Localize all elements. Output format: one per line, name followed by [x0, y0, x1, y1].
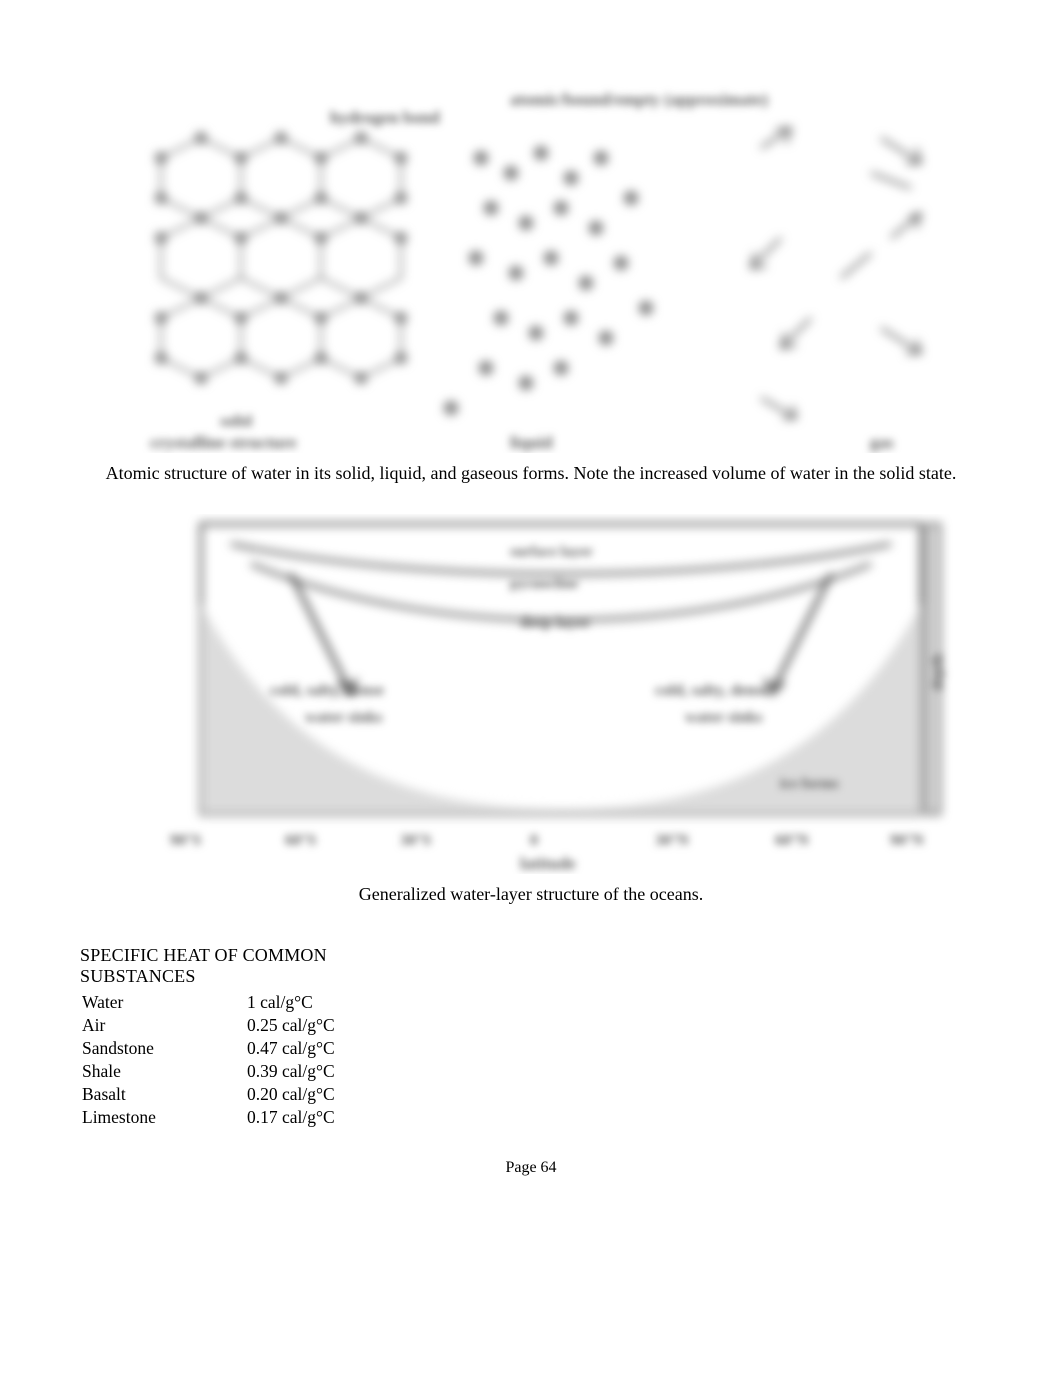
- fig2-xtick-5: 60°N: [775, 832, 809, 850]
- fig2-label-surface: surface layer: [510, 544, 593, 561]
- fig2-label-left1: cold, salty, dense: [270, 682, 384, 700]
- table-title: SPECIFIC HEAT OF COMMON SUBSTANCES: [80, 945, 420, 987]
- table-cell-substance: Water: [80, 991, 245, 1014]
- fig1-label-top-right: atomic/bound/empty (approximate): [510, 90, 768, 110]
- figure-2-caption: Generalized water-layer structure of the…: [80, 884, 982, 905]
- table-cell-value: 1 cal/g°C: [245, 991, 420, 1014]
- figure-2-image: surface layer pycnocline deep layer cold…: [110, 514, 1012, 874]
- table-cell-value: 0.17 cal/g°C: [245, 1106, 420, 1129]
- figure-2-svg: [110, 514, 1012, 874]
- fig2-xtick-2: 30°S: [400, 832, 431, 850]
- table-row: Air 0.25 cal/g°C: [80, 1014, 420, 1037]
- fig2-label-left2: water sinks: [305, 709, 383, 727]
- table-row: Sandstone 0.47 cal/g°C: [80, 1037, 420, 1060]
- fig2-xtick-1: 60°S: [285, 832, 316, 850]
- figure-1-image: atomic/bound/empty (approximate) hydroge…: [80, 78, 982, 453]
- table-row: Limestone 0.17 cal/g°C: [80, 1106, 420, 1129]
- fig2-label-pycno: pycnocline: [510, 576, 578, 593]
- fig2-xaxis-label: latitude: [520, 854, 576, 874]
- page-number: Page 64: [0, 1159, 1062, 1177]
- fig2-xtick-6: 90°N: [890, 832, 924, 850]
- table-row: Basalt 0.20 cal/g°C: [80, 1083, 420, 1106]
- table-cell-value: 0.25 cal/g°C: [245, 1014, 420, 1037]
- fig1-label-solid: solid: [220, 413, 252, 431]
- fig2-label-right2: water sinks: [685, 709, 763, 727]
- fig1-label-gas: gas: [870, 433, 894, 453]
- table-cell-substance: Sandstone: [80, 1037, 245, 1060]
- page-content: atomic/bound/empty (approximate) hydroge…: [0, 0, 1062, 1169]
- table-cell-value: 0.39 cal/g°C: [245, 1060, 420, 1083]
- table-row: Shale 0.39 cal/g°C: [80, 1060, 420, 1083]
- fig2-label-ice: ice forms: [780, 776, 839, 793]
- figure-1: atomic/bound/empty (approximate) hydroge…: [80, 78, 982, 484]
- figure-1-svg: [80, 78, 982, 453]
- fig2-xtick-4: 30°N: [655, 832, 689, 850]
- table-cell-substance: Basalt: [80, 1083, 245, 1106]
- specific-heat-table-body: Water 1 cal/g°C Air 0.25 cal/g°C Sandsto…: [80, 991, 420, 1129]
- fig2-label-depth: depth: [930, 654, 947, 691]
- fig1-label-liquid: liquid: [510, 433, 553, 453]
- table-cell-substance: Air: [80, 1014, 245, 1037]
- fig1-label-top-left: hydrogen bond: [330, 108, 440, 128]
- table-cell-value: 0.47 cal/g°C: [245, 1037, 420, 1060]
- fig2-xtick-0: 90°S: [170, 832, 201, 850]
- specific-heat-table: SPECIFIC HEAT OF COMMON SUBSTANCES Water…: [80, 945, 420, 1129]
- table-row: Water 1 cal/g°C: [80, 991, 420, 1014]
- fig2-xtick-3: 0: [530, 832, 538, 850]
- fig2-label-right1: cold, salty, dense: [655, 682, 769, 700]
- table-cell-substance: Shale: [80, 1060, 245, 1083]
- fig2-label-deep: deep layer: [520, 614, 591, 632]
- table-cell-value: 0.20 cal/g°C: [245, 1083, 420, 1106]
- fig1-label-crystal: crystalline structure: [150, 433, 297, 453]
- table-cell-substance: Limestone: [80, 1106, 245, 1129]
- figure-1-caption: Atomic structure of water in its solid, …: [80, 463, 982, 484]
- figure-2: surface layer pycnocline deep layer cold…: [80, 514, 982, 905]
